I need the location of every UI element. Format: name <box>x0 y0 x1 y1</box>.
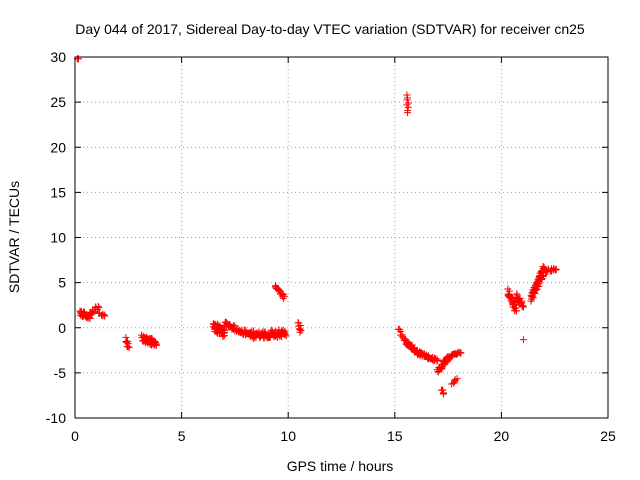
data-point <box>519 303 527 311</box>
data-point <box>404 103 412 111</box>
data-point <box>438 363 446 371</box>
data-point <box>439 389 447 397</box>
y-axis-label: SDTVAR / TECUs <box>6 181 22 293</box>
data-point <box>281 327 289 335</box>
data-point <box>538 276 546 284</box>
data-point <box>433 356 441 364</box>
data-point <box>100 311 108 319</box>
chart-title: Day 044 of 2017, Sidereal Day-to-day VTE… <box>75 21 585 37</box>
x-tick-label: 10 <box>280 428 296 444</box>
x-tick-label: 25 <box>600 428 616 444</box>
data-point <box>296 322 304 330</box>
data-point <box>221 328 229 336</box>
x-tick-label: 5 <box>178 428 186 444</box>
y-tick-label: 15 <box>50 184 66 200</box>
y-tick-label: -5 <box>54 365 67 381</box>
data-point <box>511 301 519 309</box>
data-point <box>297 327 305 335</box>
data-point <box>94 302 102 310</box>
data-point <box>122 338 130 346</box>
grid-lines <box>75 57 608 418</box>
data-point <box>528 295 536 303</box>
data-point <box>453 375 461 383</box>
data-point <box>279 294 287 302</box>
y-tick-label: -10 <box>46 410 66 426</box>
axis-ticks: 0 5 10 15 20 25 -10 -5 0 5 10 15 20 25 30 <box>46 49 616 444</box>
plot-frame <box>74 56 609 419</box>
data-point <box>518 298 526 306</box>
data-point <box>282 332 290 340</box>
data-point <box>296 328 304 336</box>
data-point <box>74 55 82 63</box>
y-tick-label: 30 <box>50 49 66 65</box>
data-point <box>404 109 412 117</box>
y-tick-label: 5 <box>58 275 66 291</box>
x-tick-label: 20 <box>494 428 510 444</box>
x-tick-label: 0 <box>71 428 79 444</box>
x-axis-label: GPS time / hours <box>287 458 394 474</box>
y-tick-label: 0 <box>58 320 66 336</box>
data-point <box>152 342 160 349</box>
data-point <box>519 336 527 344</box>
data-point <box>457 349 465 357</box>
y-tick-label: 10 <box>50 230 66 246</box>
data-point <box>512 307 520 315</box>
data-point <box>552 265 560 273</box>
x-tick-label: 15 <box>387 428 403 444</box>
data-point <box>519 302 527 310</box>
data-point <box>125 344 133 352</box>
y-tick-label: 25 <box>50 94 66 110</box>
data-points <box>73 55 560 398</box>
y-tick-label: 20 <box>50 139 66 155</box>
data-point <box>124 342 132 350</box>
data-point <box>101 312 109 320</box>
